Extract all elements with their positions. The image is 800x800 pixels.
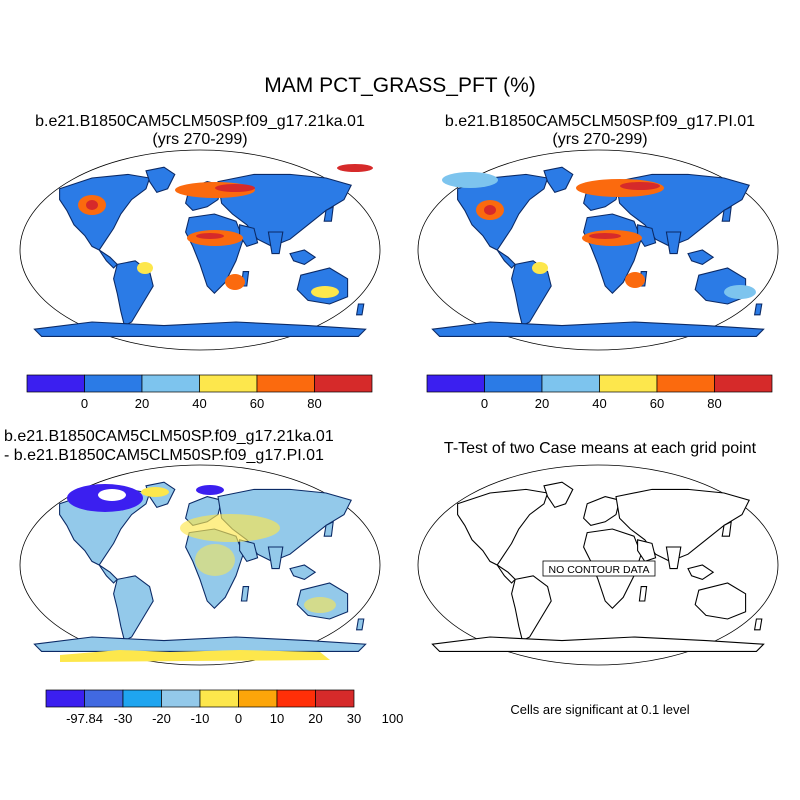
colorbar-swatch xyxy=(84,689,124,708)
colorbar-tick-label: 0 xyxy=(81,396,88,411)
panel-case-title: b.e21.B1850CAM5CLM50SP.f09_g17.21ka.01 xyxy=(35,113,365,130)
colorbar-swatch xyxy=(161,689,201,708)
colorbar-swatch xyxy=(45,689,85,708)
colorbar-tick-label: 0 xyxy=(235,711,242,726)
colorbar-swatch xyxy=(426,374,485,393)
colorbar-swatch xyxy=(484,374,543,393)
colorbar-tick-label: 40 xyxy=(592,396,606,411)
no-contour-label: NO CONTOUR DATA xyxy=(549,564,650,576)
colorbar-tick-label: 10 xyxy=(270,711,284,726)
colorbar-tick-label: 20 xyxy=(535,396,549,411)
colorbar-tick-label: -20 xyxy=(152,711,171,726)
panel-control-title: b.e21.B1850CAM5CLM50SP.f09_g17.PI.01 xyxy=(444,113,756,130)
map-panel-case xyxy=(19,149,381,351)
colorbar-swatch xyxy=(122,689,162,708)
colorbar-difference: -97.84 -30 -20 -10 0 10 20 30 100 xyxy=(45,689,404,726)
colorbar-tick-label: 100 xyxy=(382,711,404,726)
colorbar-tick-label: 80 xyxy=(707,396,721,411)
colorbar-tick-label: 30 xyxy=(347,711,361,726)
colorbar-swatch xyxy=(314,374,373,393)
colorbar-tick-label: 20 xyxy=(135,396,149,411)
no-contour-box xyxy=(542,560,656,577)
colorbar-swatch xyxy=(141,374,200,393)
colorbar-swatch xyxy=(26,374,85,393)
colorbar-tick-label: 60 xyxy=(250,396,264,411)
panel-ttest-title: T-Test of two Case means at each grid po… xyxy=(443,440,757,457)
colorbar-swatch xyxy=(714,374,773,393)
panel-diff-title: b.e21.B1850CAM5CLM50SP.f09_g17.21ka.01 xyxy=(4,428,334,445)
colorbar-tick-label: -10 xyxy=(191,711,210,726)
colorbar-case: 0 20 40 60 80 xyxy=(26,374,373,411)
colorbar-swatch xyxy=(238,689,278,708)
colorbar-swatch xyxy=(256,374,315,393)
colorbar-control: 0 20 40 60 80 xyxy=(426,374,773,411)
panel-diff-subtitle: - b.e21.B1850CAM5CLM50SP.f09_g17.PI.01 xyxy=(4,447,324,464)
grass-hotspots xyxy=(442,172,756,299)
colorbar-swatch xyxy=(276,689,316,708)
map-panel-ttest: NO CONTOUR DATA xyxy=(417,464,779,666)
colorbar-tick-label: 20 xyxy=(308,711,322,726)
panel-control-subtitle: (yrs 270-299) xyxy=(552,131,648,148)
colorbar-swatch xyxy=(315,689,355,708)
colorbar-swatch xyxy=(599,374,658,393)
colorbar-tick-label: 40 xyxy=(192,396,206,411)
panel-ttest-note: Cells are significant at 0.1 level xyxy=(510,702,690,717)
colorbar-tick-label: 80 xyxy=(307,396,321,411)
map-panel-difference xyxy=(19,464,381,666)
colorbar-swatch xyxy=(84,374,143,393)
panel-case-subtitle: (yrs 270-299) xyxy=(152,131,248,148)
colorbar-tick-label: 60 xyxy=(650,396,664,411)
colorbar-swatch xyxy=(199,374,258,393)
colorbar-swatch xyxy=(541,374,600,393)
colorbar-tick-label: 0 xyxy=(481,396,488,411)
colorbar-swatch xyxy=(656,374,715,393)
colorbar-tick-label: -97.84 xyxy=(66,711,103,726)
colorbar-swatch xyxy=(199,689,239,708)
colorbar-tick-label: -30 xyxy=(114,711,133,726)
diff-patches xyxy=(60,484,336,662)
grass-hotspots xyxy=(78,164,373,298)
figure-title: MAM PCT_GRASS_PFT (%) xyxy=(264,74,536,97)
map-panel-control xyxy=(417,149,779,351)
